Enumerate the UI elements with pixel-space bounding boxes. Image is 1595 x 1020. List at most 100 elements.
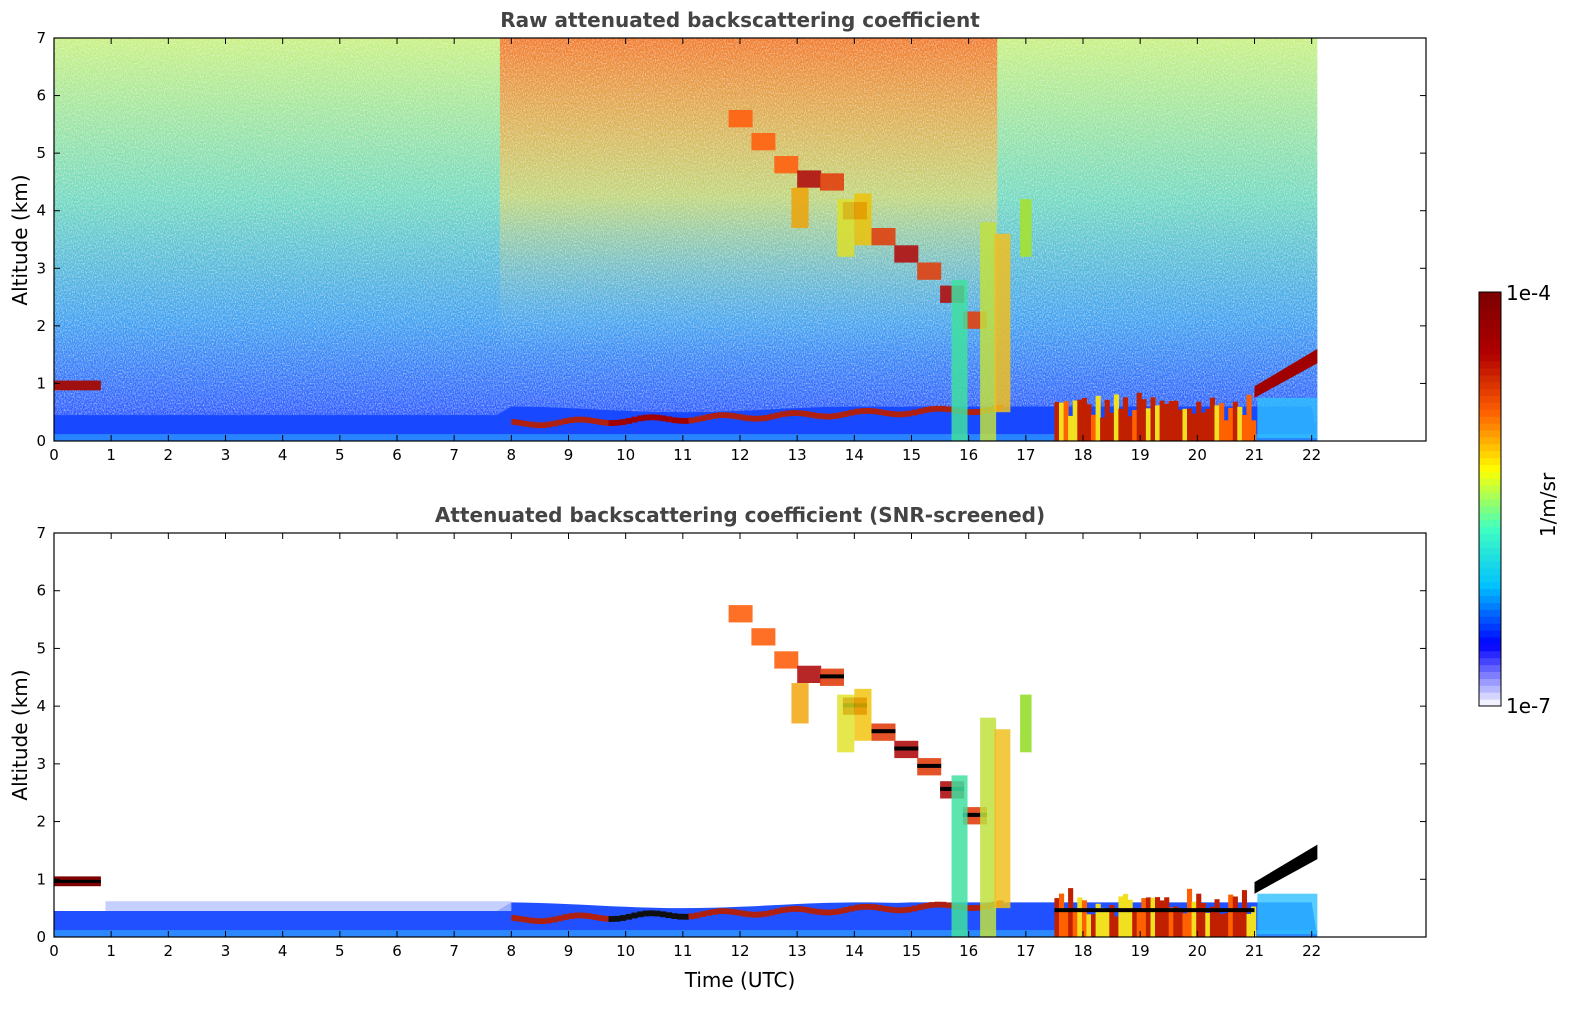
aerosol-layer-segment xyxy=(940,405,947,412)
aerosol-layer-segment xyxy=(928,406,935,412)
convective-cloud-column xyxy=(1136,392,1142,441)
aerosol-layer-segment xyxy=(568,417,575,423)
convective-cloud-column xyxy=(1123,893,1129,937)
panel-raw-x-ticks: 0 1 2 3 4 5 6 7 8 9 10 11 12 13 14 15 16 17 18 19 20 21 22 xyxy=(49,38,1321,464)
convective-cloud-column xyxy=(1136,909,1142,937)
aerosol-layer-segment xyxy=(854,904,861,911)
x-tick-label: 12 xyxy=(730,446,749,464)
aerosol-layer-segment xyxy=(865,903,873,910)
colorbar-cell xyxy=(1479,361,1501,369)
y-tick-label: 2 xyxy=(36,317,46,335)
aerosol-layer-segment xyxy=(522,420,530,427)
aerosol-layer-segment xyxy=(968,409,975,416)
convective-cloud-column xyxy=(1104,399,1110,441)
convective-cloud-column xyxy=(1191,413,1197,441)
colorbar-cell xyxy=(1479,464,1501,472)
colorbar-cell xyxy=(1479,340,1501,348)
cirrus-segment xyxy=(774,156,799,174)
aerosol-layer-segment xyxy=(928,902,935,908)
aerosol-layer-segment xyxy=(597,915,604,921)
convective-cloud-column xyxy=(1187,888,1193,937)
convective-cloud-column xyxy=(1219,914,1225,937)
aerosol-layer-segment xyxy=(528,917,535,924)
aerosol-layer-segment xyxy=(591,914,598,920)
x-tick-label: 4 xyxy=(278,446,288,464)
aerosol-layer-segment xyxy=(894,411,901,418)
aerosol-layer-segment xyxy=(574,912,581,919)
aerosol-layer-segment xyxy=(551,916,558,923)
convective-cloud-column xyxy=(1182,408,1188,441)
convective-cloud-column xyxy=(1251,420,1257,441)
cirrus-segment xyxy=(751,133,776,151)
colorbar-cell xyxy=(1479,512,1501,521)
y-tick-label: 7 xyxy=(36,29,46,47)
aerosol-layer-segment xyxy=(728,412,735,419)
aerosol-layer-segment xyxy=(757,415,764,422)
colorbar-cell xyxy=(1479,471,1501,479)
x-tick-label: 19 xyxy=(1131,942,1150,960)
aerosol-layer-segment xyxy=(917,904,924,911)
colorbar-cell xyxy=(1479,298,1501,307)
x-tick-label: 9 xyxy=(564,446,574,464)
convective-cloud-column xyxy=(1177,909,1183,937)
aerosol-layer-segment xyxy=(665,912,672,919)
x-tick-label: 14 xyxy=(845,446,864,464)
aerosol-layer-segment xyxy=(911,409,918,416)
convective-cloud-column xyxy=(1086,404,1092,441)
convective-cloud-column xyxy=(1191,901,1197,937)
x-tick-label: 2 xyxy=(164,446,174,464)
convective-cloud-column xyxy=(1109,905,1115,937)
convective-cloud-column xyxy=(1145,897,1151,937)
aerosol-layer-segment xyxy=(568,913,575,919)
fall-streak xyxy=(854,193,872,246)
aerosol-layer-segment xyxy=(917,408,924,415)
x-tick-label: 0 xyxy=(49,942,59,960)
panel-screened-x-label: Time (UTC) xyxy=(684,968,796,992)
colorbar-cell xyxy=(1479,540,1501,548)
x-tick-label: 5 xyxy=(335,942,345,960)
convective-cloud-column xyxy=(1182,913,1188,937)
convective-cloud-column xyxy=(1232,401,1238,441)
aerosol-layer-segment xyxy=(814,412,821,419)
colorbar-cell xyxy=(1479,409,1501,417)
cirrus-core xyxy=(871,729,896,734)
aerosol-layer-segment xyxy=(757,911,764,918)
convective-cloud-column xyxy=(1059,893,1065,937)
colorbar-cell xyxy=(1479,381,1501,390)
panel-screened-x-ticks: 0 1 2 3 4 5 6 7 8 9 10 11 12 13 14 15 16 17 18 19 20 21 22 xyxy=(49,533,1321,960)
aerosol-layer-segment xyxy=(888,906,895,913)
aerosol-layer-segment xyxy=(848,905,855,912)
aerosol-layer-segment xyxy=(511,915,518,921)
convective-cloud-column xyxy=(1086,914,1092,937)
aerosol-layer-segment xyxy=(677,913,684,920)
x-tick-label: 14 xyxy=(845,942,864,960)
aerosol-layer-segment xyxy=(837,908,844,915)
convective-cloud-column xyxy=(1251,906,1257,937)
cirrus-segment xyxy=(728,605,753,623)
cirrus-core xyxy=(962,812,987,817)
y-tick-label: 3 xyxy=(36,755,46,773)
fall-streak xyxy=(791,187,809,228)
aerosol-layer-segment xyxy=(700,415,707,422)
colorbar-frame xyxy=(1478,291,1502,707)
y-tick-label: 4 xyxy=(36,697,46,715)
aerosol-layer-segment xyxy=(797,410,804,417)
aerosol-layer-segment xyxy=(711,908,718,915)
cirrus-segment xyxy=(917,262,942,280)
aerosol-layer-segment xyxy=(660,415,667,422)
convective-cloud-column xyxy=(1241,890,1247,937)
y-tick-label: 6 xyxy=(36,582,46,600)
aerosol-layer-segment xyxy=(654,414,661,421)
colorbar-cell xyxy=(1479,436,1501,445)
convective-cloud-column xyxy=(1187,408,1193,441)
fall-streak xyxy=(854,688,872,741)
x-tick-label: 18 xyxy=(1073,942,1092,960)
colorbar-cell xyxy=(1479,347,1501,355)
aerosol-layer-segment xyxy=(688,417,695,424)
aerosol-layer-segment xyxy=(900,411,907,418)
aerosol-layer-segment xyxy=(591,418,598,424)
aerosol-layer-segment xyxy=(894,907,901,914)
aerosol-layer-segment xyxy=(579,912,587,919)
precipitation-shaft xyxy=(994,729,1011,909)
x-tick-label: 15 xyxy=(902,446,921,464)
